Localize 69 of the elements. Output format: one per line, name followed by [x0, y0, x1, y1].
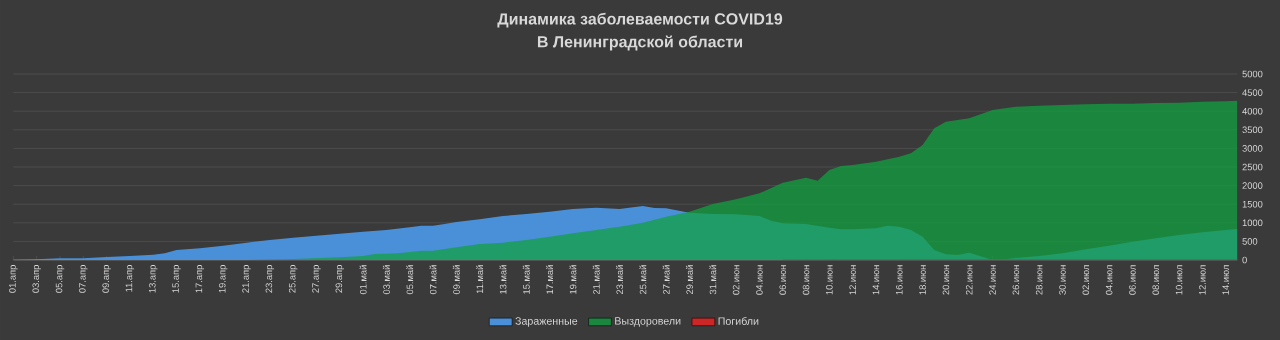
x-tick-label: 03.май: [382, 265, 390, 295]
x-tick-label: 29.май: [685, 265, 693, 295]
x-tick-label: 20.июн: [942, 265, 950, 295]
x-tick-label: 05.май: [406, 265, 414, 295]
x-tick-label: 04.июл: [1105, 265, 1113, 295]
x-tick-label: 14.июл: [1222, 265, 1229, 295]
x-tick-label: 08.июл: [1152, 265, 1160, 295]
x-tick-label: 27.апр: [312, 265, 321, 293]
x-tick-label: 19.апр: [218, 265, 228, 293]
x-tick-label: 15.апр: [172, 265, 181, 293]
x-tick-label: 28.июн: [1035, 265, 1043, 295]
legend-label: Погибли: [718, 317, 759, 325]
y-tick-label: 500: [1242, 238, 1258, 245]
x-tick-label: 27.май: [662, 265, 670, 295]
x-tick-label: 11.апр: [125, 265, 135, 292]
x-tick-label: 23.май: [616, 265, 624, 295]
x-tick-label: 03.апр: [32, 265, 41, 293]
x-tick-label: 12.июл: [1199, 265, 1206, 295]
y-tick-label: 3000: [1242, 145, 1263, 152]
y-tick-label: 5000: [1242, 70, 1263, 78]
x-tick-label: 30.июн: [1059, 265, 1066, 295]
x-tick-label: 24.июн: [989, 265, 996, 295]
x-tick-label: 12.июн: [849, 265, 856, 295]
legend-label: Выздоровели: [615, 317, 681, 327]
x-tick-label: 08.июн: [802, 265, 810, 295]
x-tick-label: 01.май: [359, 265, 367, 295]
x-tick-label: 23.апр: [265, 265, 275, 293]
x-tick-label: 31.май: [709, 265, 717, 295]
y-tick-label: 3500: [1242, 126, 1263, 134]
chart-title: Динамика заболеваемости COVID19: [497, 12, 783, 28]
y-tick-label: 4500: [1242, 89, 1263, 96]
x-tick-label: 09.май: [452, 265, 460, 295]
x-tick-label: 29.апр: [335, 265, 344, 293]
x-tick-label: 19.май: [569, 265, 577, 294]
x-tick-label: 04.июн: [756, 265, 763, 295]
x-tick-label: 13.май: [499, 265, 507, 294]
legend-label: Зараженные: [515, 317, 578, 327]
y-tick-label: 2000: [1242, 182, 1263, 189]
x-tick-label: 10.июл: [1175, 265, 1183, 295]
x-tick-label: 06.июл: [1129, 265, 1136, 295]
x-tick-label: 06.июн: [779, 265, 787, 295]
x-tick-label: 17.май: [546, 265, 554, 294]
x-tick-label: 13.апр: [149, 265, 158, 293]
x-tick-label: 17.апр: [195, 265, 205, 293]
x-tick-label: 21.май: [592, 265, 600, 295]
y-tick-label: 0: [1242, 256, 1247, 264]
x-tick-label: 26.июн: [1012, 265, 1020, 295]
x-tick-label: 18.июн: [919, 265, 926, 295]
chart-subtitle: В Ленинградской области: [537, 35, 743, 51]
x-tick-label: 01.апр: [9, 265, 18, 293]
x-tick-label: 07.апр: [79, 265, 88, 293]
x-tick-label: 15.май: [522, 265, 530, 294]
y-tick-label: 1000: [1242, 219, 1263, 227]
x-tick-label: 07.май: [429, 265, 437, 295]
x-tick-label: 09.апр: [102, 265, 111, 293]
x-tick-label: 02.июн: [732, 265, 740, 295]
y-tick-label: 1500: [1242, 200, 1263, 208]
y-tick-label: 2500: [1242, 163, 1263, 171]
x-tick-label: 25.май: [639, 265, 647, 295]
x-tick-label: 14.июн: [872, 265, 880, 295]
x-tick-label: 11.май: [476, 265, 484, 294]
x-tick-label: 25.апр: [288, 265, 298, 293]
x-tick-label: 22.июн: [965, 265, 973, 295]
x-tick-label: 02.июл: [1082, 265, 1090, 295]
x-tick-label: 05.апр: [55, 265, 65, 293]
y-tick-label: 4000: [1242, 107, 1263, 115]
x-tick-label: 16.июн: [896, 265, 903, 295]
x-tick-label: 10.июн: [826, 265, 833, 295]
x-tick-label: 21.апр: [242, 265, 251, 293]
